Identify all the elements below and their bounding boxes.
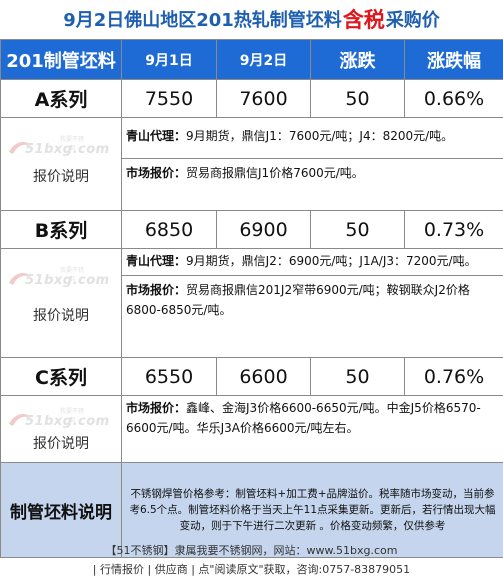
series-row-b: B系列 6850 6900 50 0.73% <box>0 210 503 249</box>
price-sep1: 6850 <box>121 210 217 249</box>
price-pct: 0.73% <box>404 210 503 249</box>
note-label-cell: 我要不锈钢 51bxg.com 报价说明 <box>0 248 122 358</box>
price-table: 201制管坯料 9月1日 9月2日 涨跌 涨跌幅 A系列 7550 7600 5… <box>0 39 503 558</box>
note-line: 青山代理：9月期货，鼎信J1：7600元/吨；J4：8200元/吨。 <box>126 129 454 143</box>
page-footer: 【51不锈钢】隶属我要不锈钢网，网站：www.51bxg.com | 行情报价 … <box>0 541 503 581</box>
title-highlight: 含税 <box>342 8 385 32</box>
price-sep2: 7600 <box>216 79 311 118</box>
header-pct: 涨跌幅 <box>404 39 503 80</box>
note-line: 市场报价：贸易商报鼎信201J2窄带6900元/吨；鞍钢联众J2价格6800-6… <box>122 275 503 320</box>
price-change: 50 <box>310 210 405 249</box>
note-label: 报价说明 <box>33 436 89 452</box>
page-title: 9月2日佛山地区201热轧制管坯料 含税 采购价 <box>0 0 503 38</box>
series-row-a: A系列 7550 7600 50 0.66% <box>0 79 503 118</box>
price-sep1: 7550 <box>121 79 217 118</box>
note-label: 报价说明 <box>33 308 89 324</box>
price-change: 50 <box>310 79 405 118</box>
header-sep1: 9月1日 <box>121 39 217 80</box>
price-pct: 0.76% <box>404 357 503 396</box>
price-sep2: 6600 <box>216 357 311 396</box>
series-row-c: C系列 6550 6600 50 0.76% <box>0 357 503 396</box>
note-text: 青山代理：9月期货，鼎信J2：6900元/吨；J1A/J3：7200元/吨。 市… <box>121 248 503 358</box>
note-row-a: 我要不锈钢 51bxg.com 报价说明 青山代理：9月期货，鼎信J1：7600… <box>0 117 503 211</box>
note-row-b: 我要不锈钢 51bxg.com 报价说明 青山代理：9月期货，鼎信J2：6900… <box>0 248 503 358</box>
price-change: 50 <box>310 357 405 396</box>
note-label-cell: 我要不锈钢 51bxg.com 报价说明 <box>0 117 122 211</box>
note-row-c: 我要不锈钢 51bxg.com 报价说明 市场报价：鑫峰、金海J3价格6600-… <box>0 395 503 463</box>
price-sep2: 6900 <box>216 210 311 249</box>
series-name: C系列 <box>0 357 122 396</box>
price-sep1: 6550 <box>121 357 217 396</box>
watermark-logo: 我要不锈钢 51bxg.com <box>7 128 109 162</box>
note-line: 市场报价：鑫峰、金海J3价格6600-6650元/吨。中金J5价格6570-66… <box>126 401 481 435</box>
swirl-icon <box>9 414 31 426</box>
series-name: A系列 <box>0 79 122 118</box>
note-label: 报价说明 <box>33 169 89 185</box>
series-name: B系列 <box>0 210 122 249</box>
swirl-icon <box>9 273 31 285</box>
note-line: 市场报价：贸易商报鼎信J1价格7600元/吨。 <box>122 158 503 183</box>
header-change: 涨跌 <box>310 39 405 80</box>
title-main: 9月2日佛山地区201热轧制管坯料 <box>63 10 342 31</box>
footer-line-1: 【51不锈钢】隶属我要不锈钢网，网站：www.51bxg.com <box>105 544 398 557</box>
footer-line-2: | 行情报价 | 供应商 | 点"阅读原文"获取，咨询:0757-8387905… <box>92 563 411 576</box>
price-pct: 0.66% <box>404 79 503 118</box>
watermark-logo: 我要不锈钢 51bxg.com <box>7 400 109 434</box>
header-row: 201制管坯料 9月1日 9月2日 涨跌 涨跌幅 <box>0 39 503 80</box>
watermark-logo: 我要不锈钢 51bxg.com <box>7 259 109 293</box>
header-sep2: 9月2日 <box>216 39 311 80</box>
title-tail: 采购价 <box>385 10 440 31</box>
footer-section-row: 制管坯料说明 不锈钢焊管价格参考：制管坯料+加工费+品牌溢价。税率随市场变动，当… <box>0 462 503 558</box>
note-text: 市场报价：鑫峰、金海J3价格6600-6650元/吨。中金J5价格6570-66… <box>121 395 503 463</box>
swirl-icon <box>9 142 31 154</box>
footer-section-text: 不锈钢焊管价格参考：制管坯料+加工费+品牌溢价。税率随市场变动，当前参考6.5个… <box>121 462 503 558</box>
footer-section-label: 制管坯料说明 <box>0 462 122 558</box>
note-text: 青山代理：9月期货，鼎信J1：7600元/吨；J4：8200元/吨。 市场报价：… <box>121 117 503 211</box>
note-label-cell: 我要不锈钢 51bxg.com 报价说明 <box>0 395 122 463</box>
header-product: 201制管坯料 <box>0 39 122 80</box>
note-line: 青山代理：9月期货，鼎信J2：6900元/吨；J1A/J3：7200元/吨。 <box>126 254 477 268</box>
